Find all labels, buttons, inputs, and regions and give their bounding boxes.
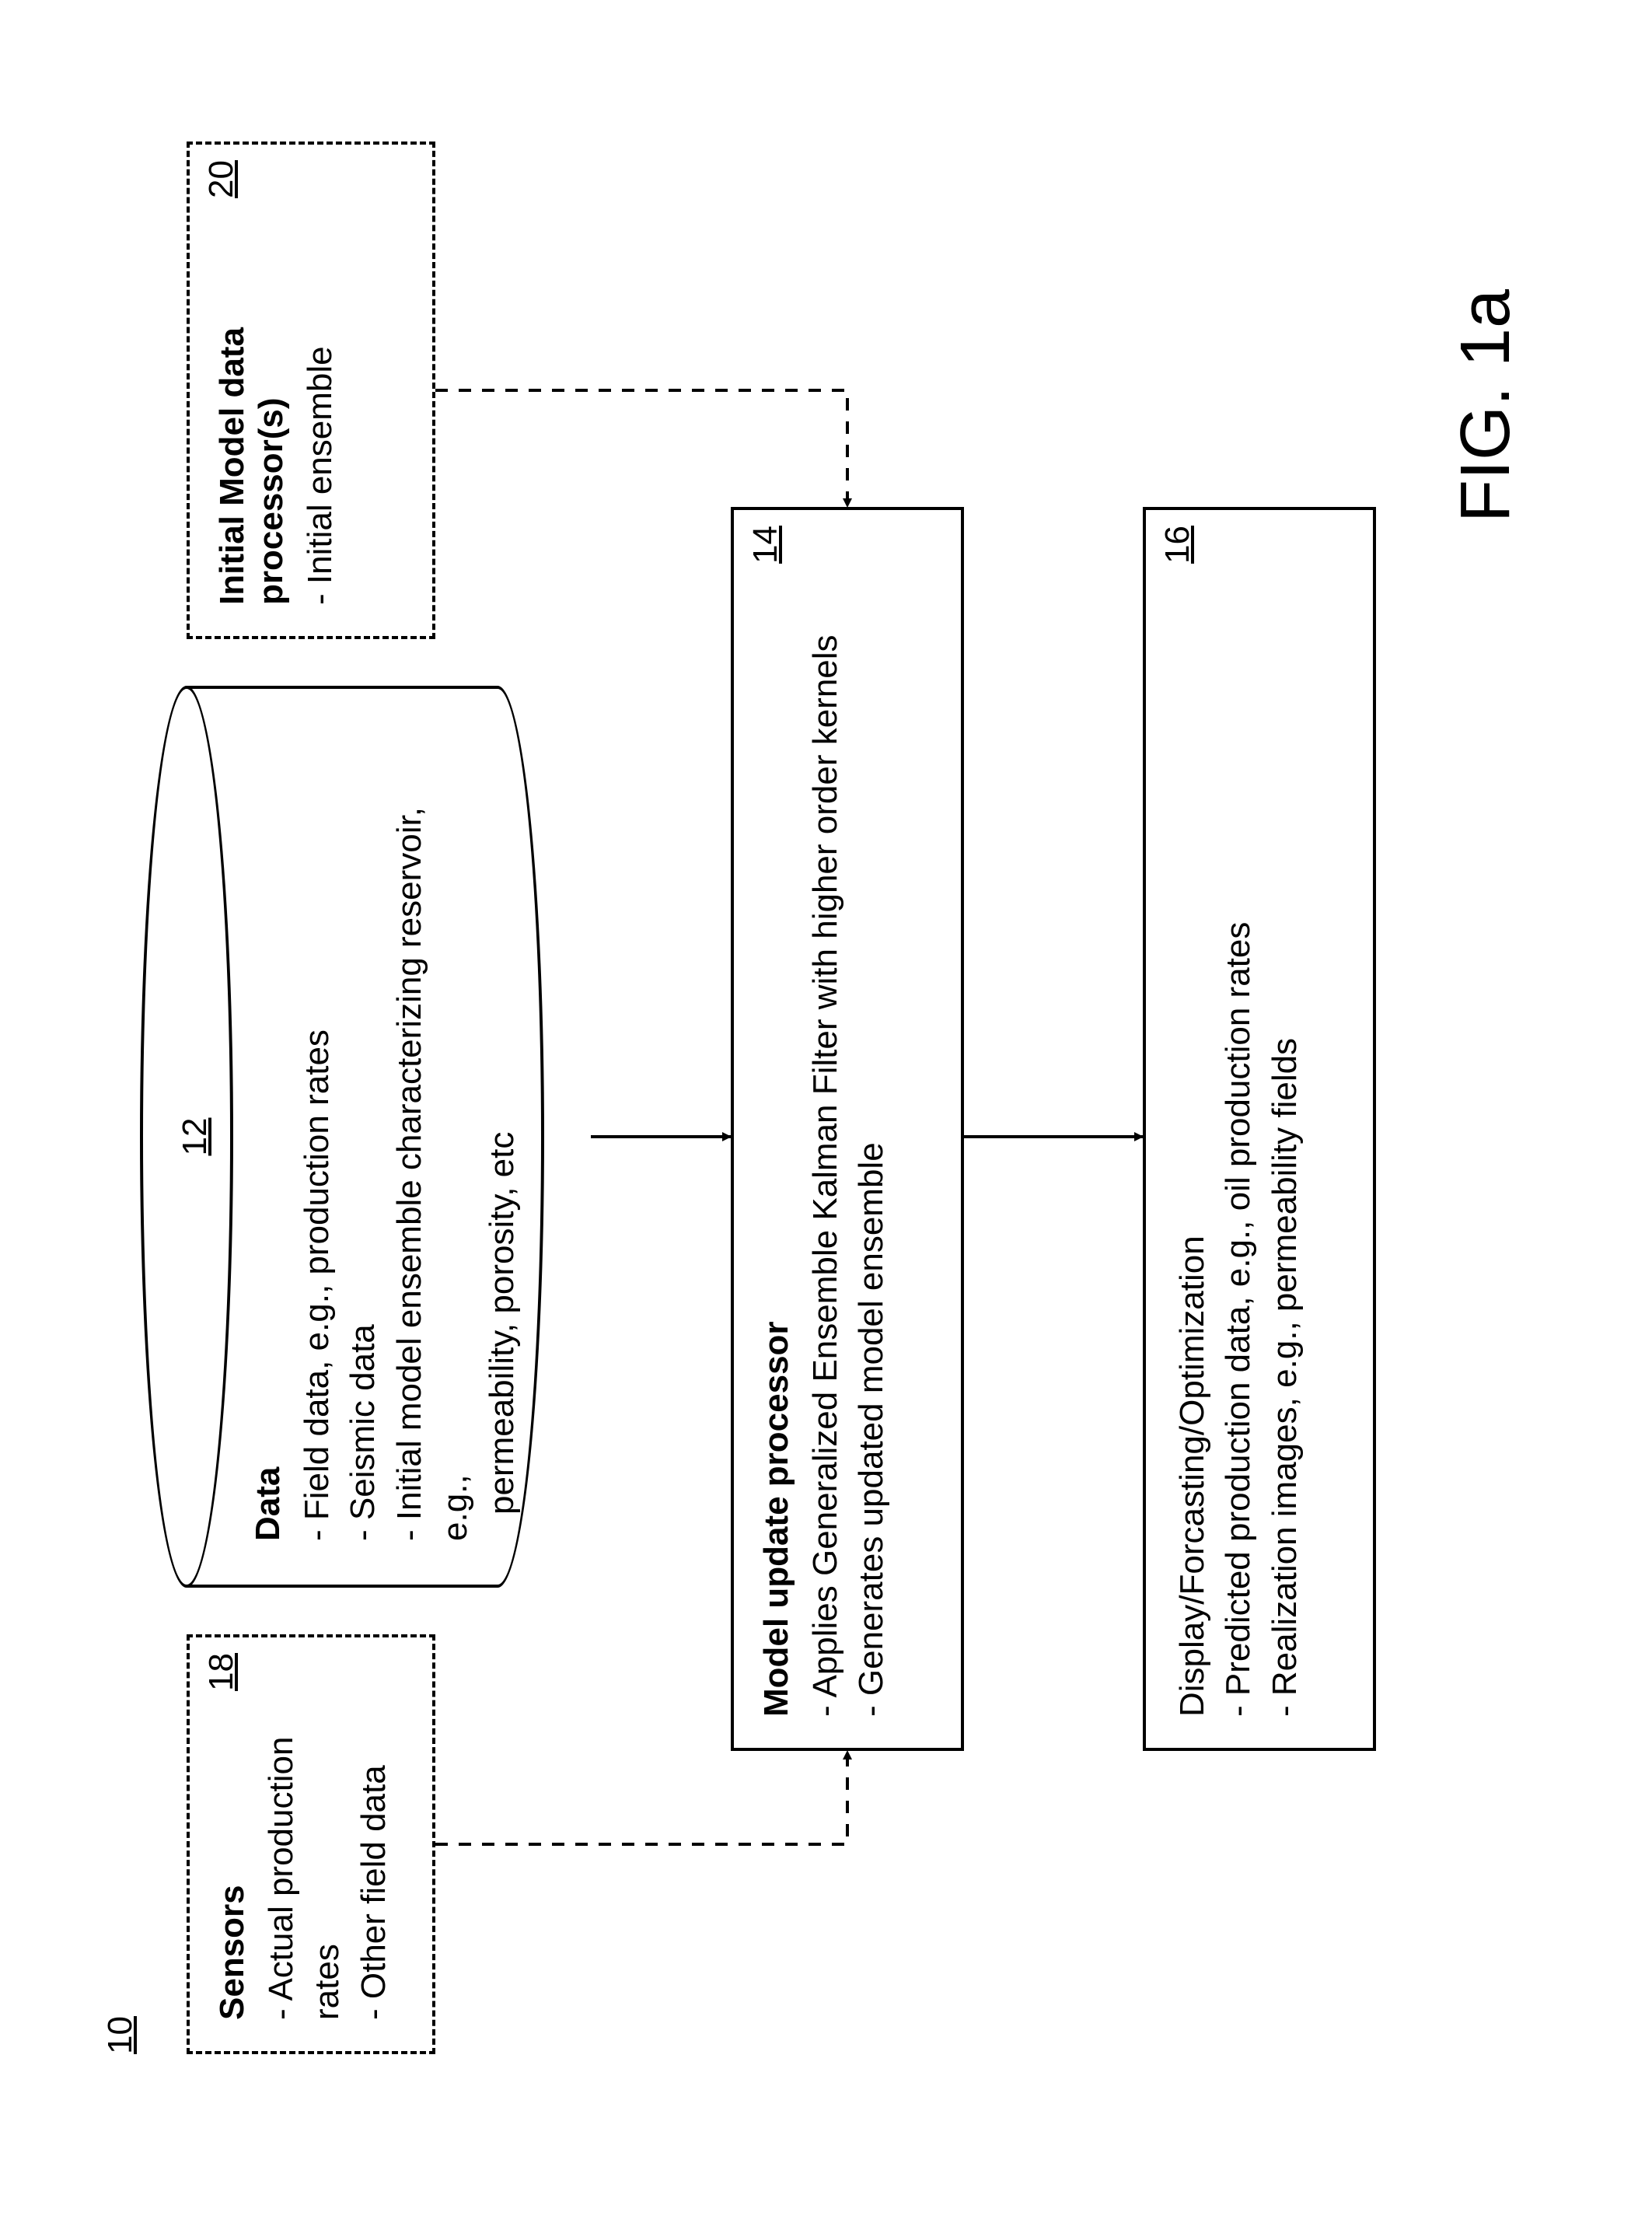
ref-initial-model: 20 bbox=[202, 160, 241, 198]
sensors-title: Sensors bbox=[213, 1669, 252, 2020]
figure-label: FIG. 1a bbox=[1446, 289, 1526, 522]
node-data: 12 Data - Field data, e.g., production r… bbox=[140, 686, 544, 1588]
node-initial-model: 20 Initial Model data processor(s) - Ini… bbox=[187, 142, 435, 639]
data-line: - Field data, e.g., production rates bbox=[294, 732, 340, 1541]
data-line: - Seismic data bbox=[340, 732, 386, 1541]
data-line: permeability, porosity, etc bbox=[479, 732, 525, 1541]
data-line: - Initial model ensemble characterizing … bbox=[386, 732, 479, 1541]
processor-line: - Generates updated model ensemble bbox=[848, 541, 894, 1717]
ref-data: 12 bbox=[176, 1118, 215, 1156]
edge-sensors-to-processor bbox=[435, 1751, 847, 1844]
sensors-line: - Other field data bbox=[351, 1669, 396, 2020]
ref-processor: 14 bbox=[746, 526, 785, 564]
data-title: Data bbox=[249, 732, 288, 1541]
node-sensors: 18 Sensors - Actual production rates - O… bbox=[187, 1634, 435, 2054]
output-line: - Predicted production data, e.g., oil p… bbox=[1215, 541, 1261, 1717]
initial-model-title: Initial Model data processor(s) bbox=[213, 176, 291, 605]
node-output: 16 Display/Forcasting/Optimization - Pre… bbox=[1143, 507, 1376, 1751]
output-title: Display/Forcasting/Optimization bbox=[1169, 541, 1215, 1717]
node-processor: 14 Model update processor - Applies Gene… bbox=[731, 507, 964, 1751]
processor-title: Model update processor bbox=[757, 541, 796, 1717]
initial-model-line: - Initial ensemble bbox=[297, 176, 343, 605]
processor-line: - Applies Generalized Ensemble Kalman Fi… bbox=[802, 541, 848, 1717]
edge-initialmodel-to-processor bbox=[435, 390, 847, 507]
ref-sensors: 18 bbox=[202, 1653, 241, 1691]
output-line: - Realization images, e.g., permeability… bbox=[1262, 541, 1308, 1717]
sensors-line: - Actual production rates bbox=[258, 1669, 351, 2020]
ref-main: 10 bbox=[101, 2016, 140, 2054]
ref-output: 16 bbox=[1158, 526, 1197, 564]
